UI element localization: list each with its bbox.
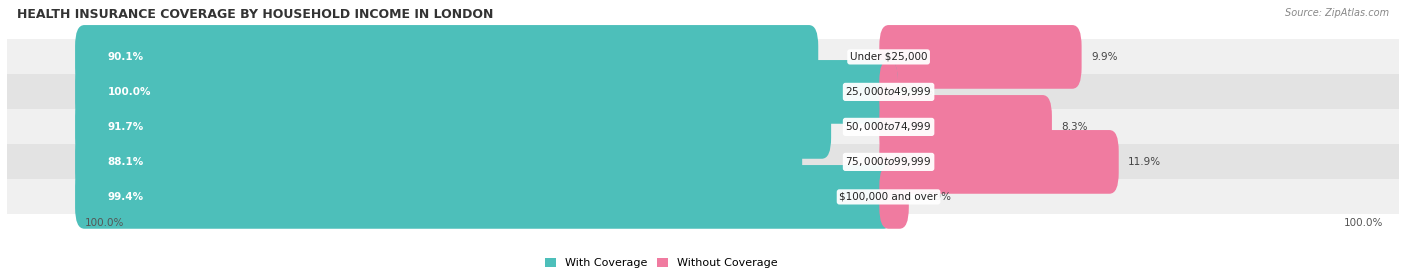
FancyBboxPatch shape	[7, 179, 1399, 214]
Text: Source: ZipAtlas.com: Source: ZipAtlas.com	[1285, 8, 1389, 18]
FancyBboxPatch shape	[75, 95, 831, 159]
FancyBboxPatch shape	[75, 165, 893, 229]
Legend: With Coverage, Without Coverage: With Coverage, Without Coverage	[541, 253, 782, 270]
FancyBboxPatch shape	[7, 75, 1399, 109]
FancyBboxPatch shape	[75, 60, 898, 124]
FancyBboxPatch shape	[7, 109, 1399, 144]
Text: 9.9%: 9.9%	[1091, 52, 1118, 62]
Text: 99.4%: 99.4%	[108, 192, 143, 202]
Text: 100.0%: 100.0%	[1344, 218, 1384, 228]
Text: 100.0%: 100.0%	[84, 218, 124, 228]
FancyBboxPatch shape	[7, 39, 1399, 75]
FancyBboxPatch shape	[879, 25, 1081, 89]
Text: 8.3%: 8.3%	[1062, 122, 1088, 132]
Text: 0.0%: 0.0%	[907, 87, 934, 97]
Text: 88.1%: 88.1%	[108, 157, 143, 167]
FancyBboxPatch shape	[879, 165, 908, 229]
Text: $25,000 to $49,999: $25,000 to $49,999	[845, 85, 932, 98]
Text: 90.1%: 90.1%	[108, 52, 143, 62]
FancyBboxPatch shape	[879, 60, 898, 124]
Text: Under $25,000: Under $25,000	[849, 52, 928, 62]
Text: 11.9%: 11.9%	[1128, 157, 1161, 167]
FancyBboxPatch shape	[75, 130, 803, 194]
Text: HEALTH INSURANCE COVERAGE BY HOUSEHOLD INCOME IN LONDON: HEALTH INSURANCE COVERAGE BY HOUSEHOLD I…	[17, 8, 494, 21]
FancyBboxPatch shape	[879, 95, 1052, 159]
FancyBboxPatch shape	[879, 130, 1119, 194]
FancyBboxPatch shape	[7, 144, 1399, 179]
Text: $100,000 and over: $100,000 and over	[839, 192, 938, 202]
FancyBboxPatch shape	[75, 25, 818, 89]
Text: 100.0%: 100.0%	[108, 87, 150, 97]
Text: $75,000 to $99,999: $75,000 to $99,999	[845, 156, 932, 168]
Text: 91.7%: 91.7%	[108, 122, 143, 132]
Text: 0.59%: 0.59%	[918, 192, 950, 202]
Text: $50,000 to $74,999: $50,000 to $74,999	[845, 120, 932, 133]
